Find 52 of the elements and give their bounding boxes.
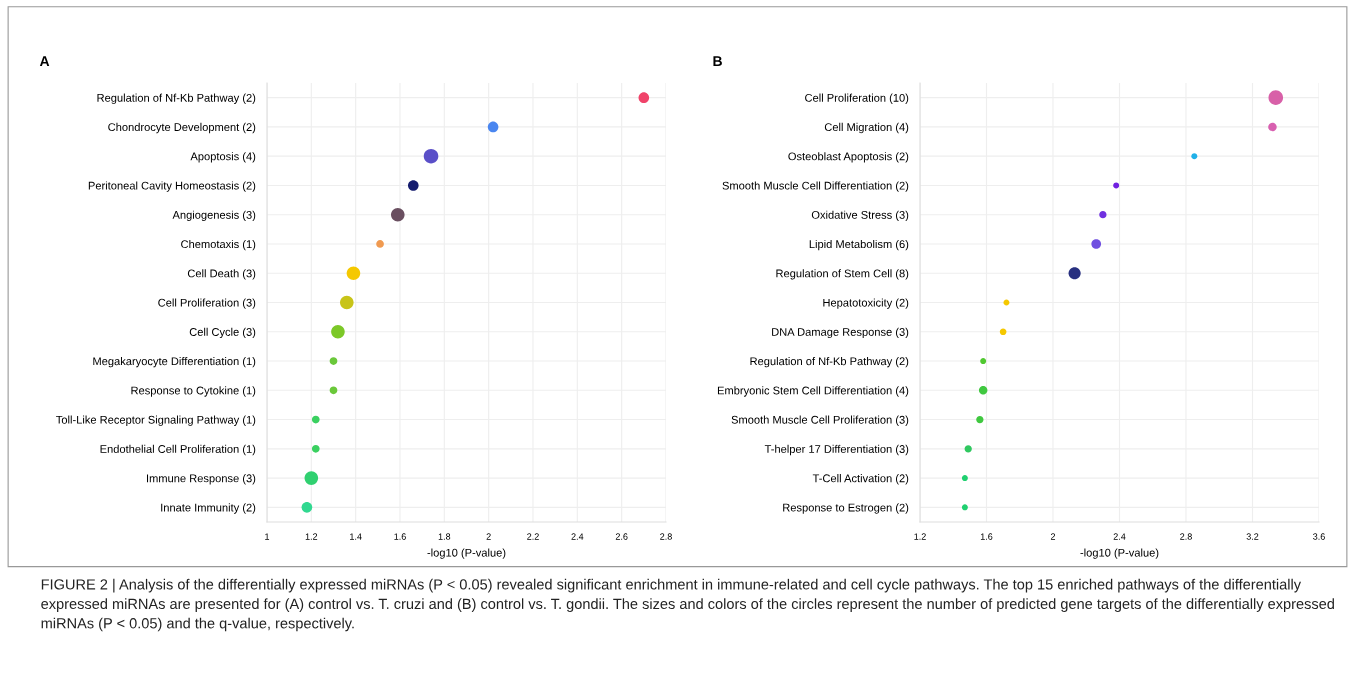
y-tick-label: Peritoneal Cavity Homeostasis (2) [88,181,256,192]
y-tick-label: Regulation of Stem Cell (8) [776,269,909,280]
x-tick-label: 1 [265,533,270,540]
y-tick-label: Cell Migration (4) [824,122,909,134]
y-tick-label: DNA Damage Response (3) [772,327,909,339]
y-tick-label: Cell Death (3) [187,269,256,280]
x-tick-label: 2 [486,533,491,540]
x-tick-label: 3.6 [1313,533,1325,540]
x-axis-title: -log10 (P-value) [427,548,506,559]
y-tick-label: Regulation of Nf-Kb Pathway (2) [97,93,256,104]
x-tick-label: 2 [1050,533,1056,540]
x-tick-label: 1.4 [350,533,362,540]
x-tick-label: 2.4 [1113,533,1126,540]
y-tick-label: Response to Cytokine (1) [131,386,256,397]
x-tick-label: 1.2 [305,533,318,540]
y-tick-label: Response to Estrogen (2) [783,503,909,514]
x-axis-title: -log10 (P-value) [1080,548,1159,559]
y-tick-label: Regulation of Nf-Kb Pathway (2) [750,357,909,368]
x-tick-label: 1.2 [914,533,926,540]
y-tick-label: Megakaryocyte Differentiation (1) [93,357,256,368]
y-tick-label: Cell Proliferation (10) [805,93,909,104]
y-tick-label: Immune Response (3) [147,474,256,485]
x-tick-label: 2.2 [527,533,539,540]
y-tick-label: T-helper 17 Differentiation (3) [764,444,909,456]
x-tick-label: 1.6 [980,533,993,540]
y-tick-label: Embryonic Stem Cell Differentiation (4) [717,386,909,397]
y-tick-label: T-Cell Activation (2) [812,474,909,485]
x-tick-label: 3.2 [1246,533,1259,540]
y-tick-label: Lipid Metabolism (6) [809,239,909,251]
x-tick-label: 2.4 [571,533,584,540]
y-tick-label: Angiogenesis (3) [172,210,256,222]
x-tick-label: 2.8 [1180,533,1192,540]
y-tick-label: Toll-Like Receptor Signaling Pathway (1) [56,415,256,426]
x-tick-label: 2.8 [660,533,672,540]
y-tick-label: Innate Immunity (2) [161,503,256,514]
y-tick-label: Hepatotoxicity (2) [823,298,909,309]
y-tick-label: Apoptosis (4) [190,152,256,163]
y-tick-label: Cell Proliferation (3) [158,298,256,309]
x-tick-label: 1.6 [394,533,406,540]
x-tick-label: 2.6 [615,533,628,540]
y-tick-label: Chemotaxis (1) [181,239,256,251]
y-tick-label: Cell Cycle (3) [189,327,256,339]
x-tick-label: 1.8 [438,533,451,540]
y-tick-label: Chondrocyte Development (2) [108,122,256,134]
caption: FIGURE 2 | Analysis of the differentially expressed miRNAs (P < 0.05) revealed significant enrichment in immune-related and cell cycle pathways. The top 15 enriched pathways of the differentially expressed miRNAs are presented for (A) control vs. T. cruzi and (B) control vs. T. gondii. The sizes and colors of the circles represent the number of predicted gene targets of the differentially expressed miRNAs (P < 0.05) and the q-value, respectively. [41,578,1334,632]
text: B [713,56,722,66]
y-tick-label: Smooth Muscle Cell Proliferation (3) [731,415,909,426]
y-tick-label: Osteoblast Apoptosis (2) [788,152,909,163]
y-tick-label: Endothelial Cell Proliferation (1) [100,444,256,456]
y-tick-label: Smooth Muscle Cell Differentiation (2) [722,181,909,192]
text: A [39,56,50,66]
y-tick-label: Oxidative Stress (3) [811,210,909,222]
